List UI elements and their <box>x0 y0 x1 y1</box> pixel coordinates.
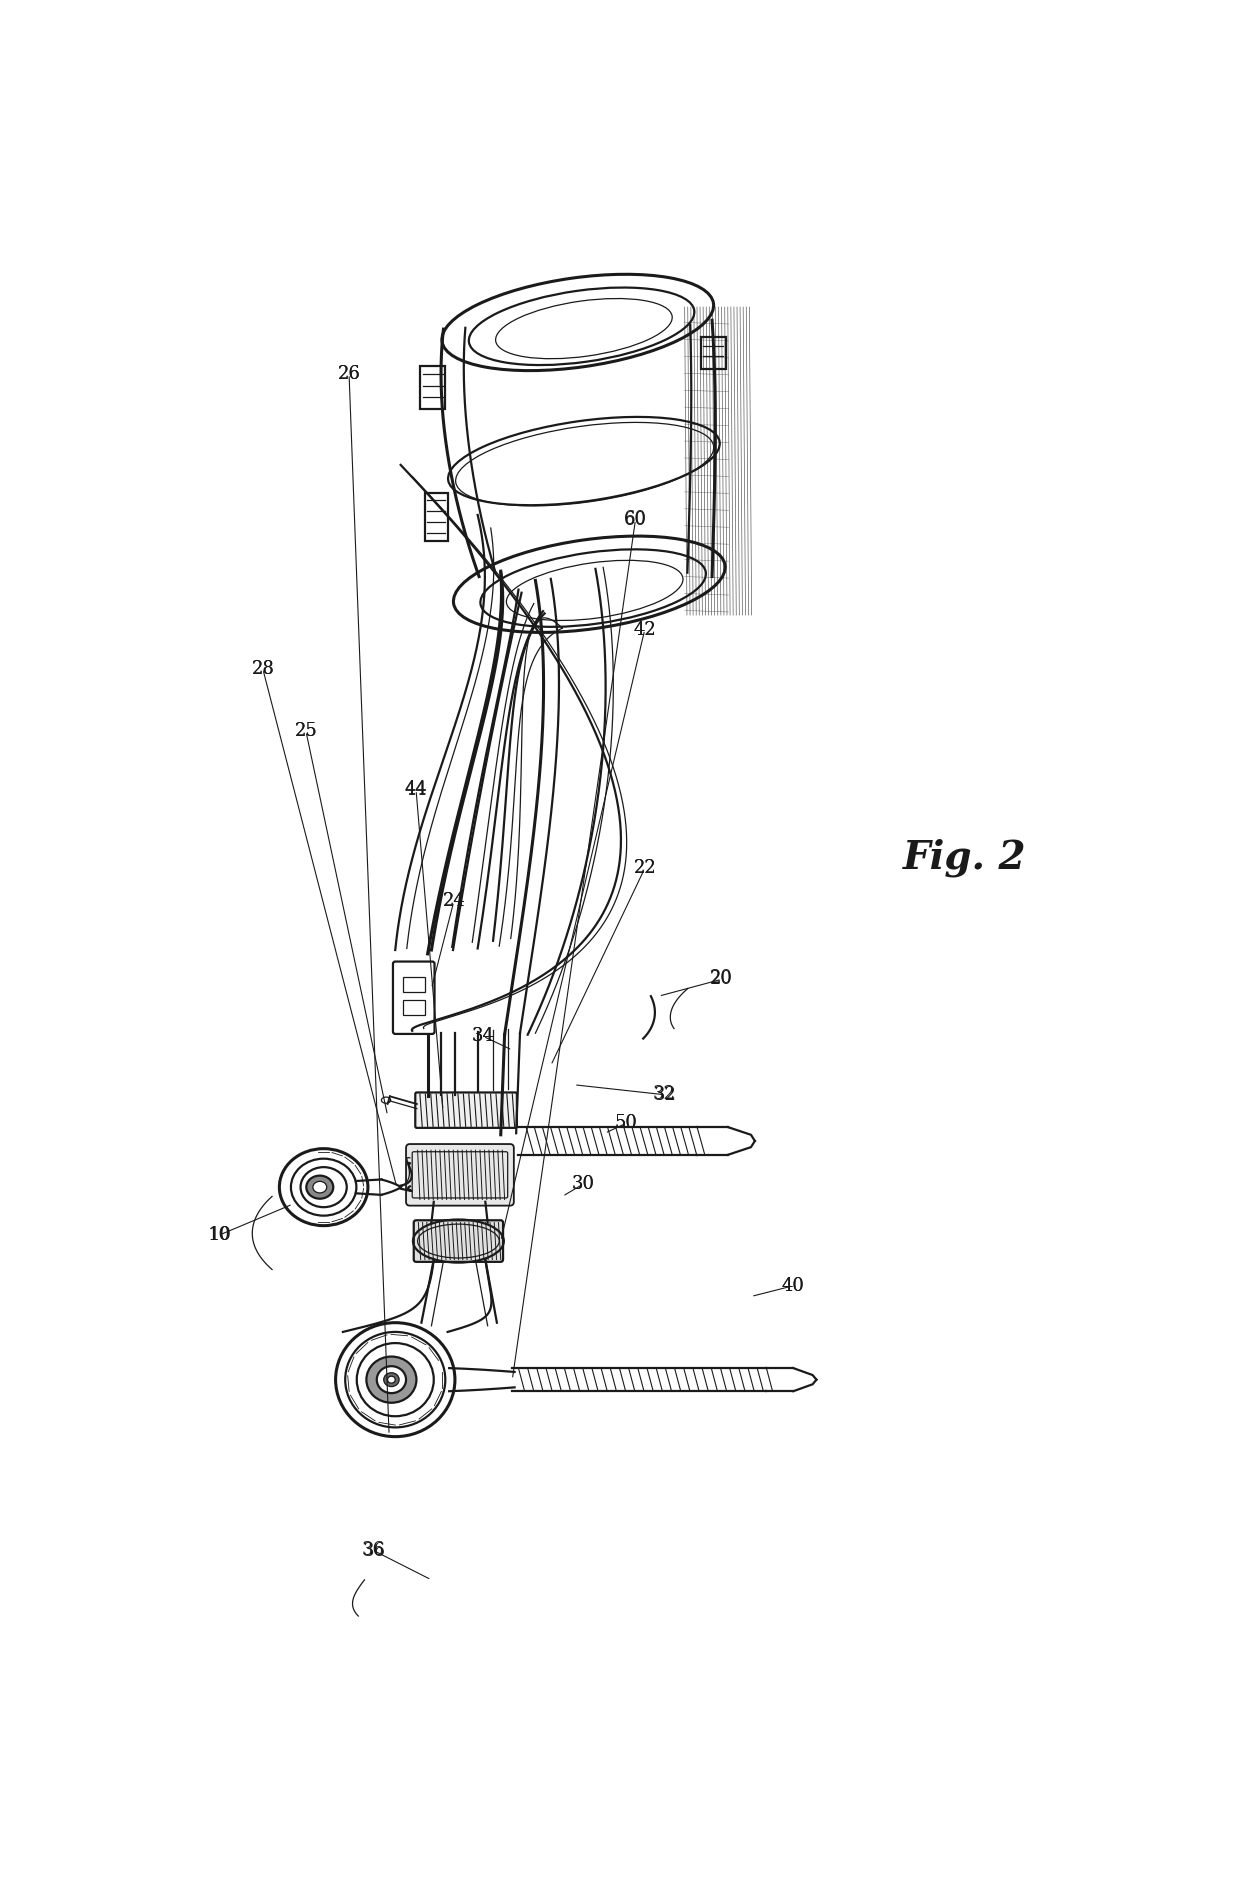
Text: 25: 25 <box>295 722 317 741</box>
Text: 25: 25 <box>295 722 317 741</box>
Text: 34: 34 <box>471 1027 495 1046</box>
Text: 44: 44 <box>404 780 428 799</box>
FancyBboxPatch shape <box>414 1220 503 1261</box>
Bar <box>403 976 424 992</box>
Text: 50: 50 <box>615 1114 637 1133</box>
Text: 20: 20 <box>711 971 733 988</box>
Text: 42: 42 <box>634 620 656 639</box>
Text: Fig. 2: Fig. 2 <box>903 839 1027 877</box>
Text: 42: 42 <box>634 620 656 639</box>
Text: 60: 60 <box>624 511 647 528</box>
Text: 10: 10 <box>208 1225 231 1244</box>
Text: 10: 10 <box>208 1225 232 1244</box>
Ellipse shape <box>312 1182 326 1193</box>
Text: 24: 24 <box>443 892 465 910</box>
Text: 26: 26 <box>337 366 361 383</box>
FancyBboxPatch shape <box>701 337 725 369</box>
FancyBboxPatch shape <box>393 961 434 1035</box>
FancyBboxPatch shape <box>420 366 445 409</box>
Text: 36: 36 <box>361 1540 384 1559</box>
Ellipse shape <box>306 1176 334 1199</box>
Text: 20: 20 <box>711 969 733 988</box>
Text: 36: 36 <box>362 1542 386 1559</box>
Text: 28: 28 <box>252 660 274 679</box>
Text: 28: 28 <box>252 660 274 679</box>
FancyBboxPatch shape <box>415 1093 517 1127</box>
Text: 32: 32 <box>652 1086 676 1103</box>
Text: 34: 34 <box>471 1027 495 1044</box>
Bar <box>403 1001 424 1016</box>
Text: 40: 40 <box>782 1276 805 1295</box>
Text: 32: 32 <box>653 1086 676 1105</box>
FancyBboxPatch shape <box>424 494 448 541</box>
Text: 40: 40 <box>781 1276 805 1295</box>
Text: 44: 44 <box>404 780 428 799</box>
Text: 22: 22 <box>634 860 656 877</box>
Text: 26: 26 <box>337 366 361 383</box>
Text: 30: 30 <box>572 1174 594 1193</box>
Text: 24: 24 <box>443 892 465 910</box>
FancyBboxPatch shape <box>405 1144 513 1206</box>
Text: 30: 30 <box>572 1174 595 1193</box>
Text: 60: 60 <box>624 511 647 528</box>
Ellipse shape <box>377 1367 405 1393</box>
Text: 50: 50 <box>615 1114 637 1133</box>
Ellipse shape <box>383 1372 399 1387</box>
Ellipse shape <box>366 1357 417 1402</box>
Ellipse shape <box>388 1376 396 1384</box>
Text: 22: 22 <box>634 860 656 877</box>
